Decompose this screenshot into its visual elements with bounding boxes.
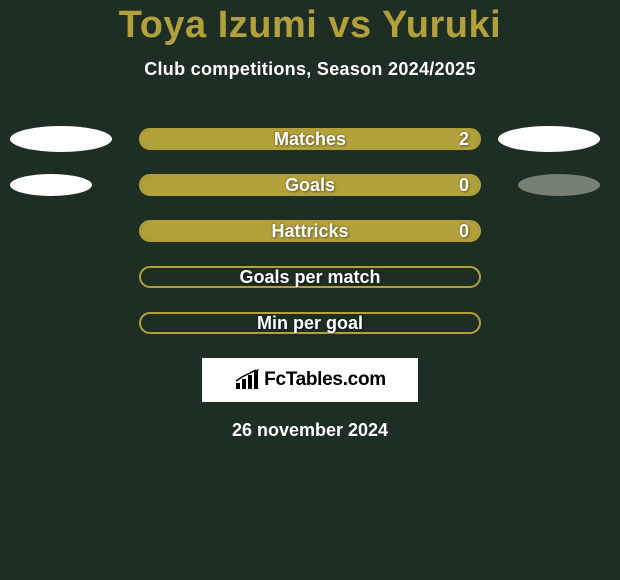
stat-row: Hattricks 0: [0, 220, 620, 242]
subtitle: Club competitions, Season 2024/2025: [0, 59, 620, 80]
ellipse-icon: [10, 126, 112, 152]
stat-label: Min per goal: [257, 313, 363, 334]
stat-bar: Goals per match: [139, 266, 481, 288]
stat-rows: Matches 2 Goals 0 Hattricks 0 Goals per match M…: [0, 128, 620, 334]
stat-value: 0: [459, 221, 469, 242]
stat-label: Matches: [274, 129, 346, 150]
logo-text: FcTables.com: [264, 369, 386, 391]
stat-label: Goals: [285, 175, 335, 196]
content: Toya Izumi vs Yuruki Club competitions, …: [0, 0, 620, 580]
page-title: Toya Izumi vs Yuruki: [0, 4, 620, 47]
stat-row: Min per goal: [0, 312, 620, 334]
stat-row: Matches 2: [0, 128, 620, 150]
stat-row: Goals 0: [0, 174, 620, 196]
stat-row: Goals per match: [0, 266, 620, 288]
stat-value: 2: [459, 129, 469, 150]
date-text: 26 november 2024: [0, 420, 620, 441]
ellipse-icon: [498, 126, 600, 152]
stat-bar: Matches 2: [139, 128, 481, 150]
stat-label: Goals per match: [239, 267, 380, 288]
stat-label: Hattricks: [271, 221, 348, 242]
ellipse-icon: [10, 174, 92, 196]
stat-value: 0: [459, 175, 469, 196]
ellipse-icon: [518, 174, 600, 196]
logo-chart-icon: [234, 369, 260, 391]
stat-bar: Goals 0: [139, 174, 481, 196]
stat-bar: Hattricks 0: [139, 220, 481, 242]
logo-box: FcTables.com: [202, 358, 418, 402]
stat-bar: Min per goal: [139, 312, 481, 334]
